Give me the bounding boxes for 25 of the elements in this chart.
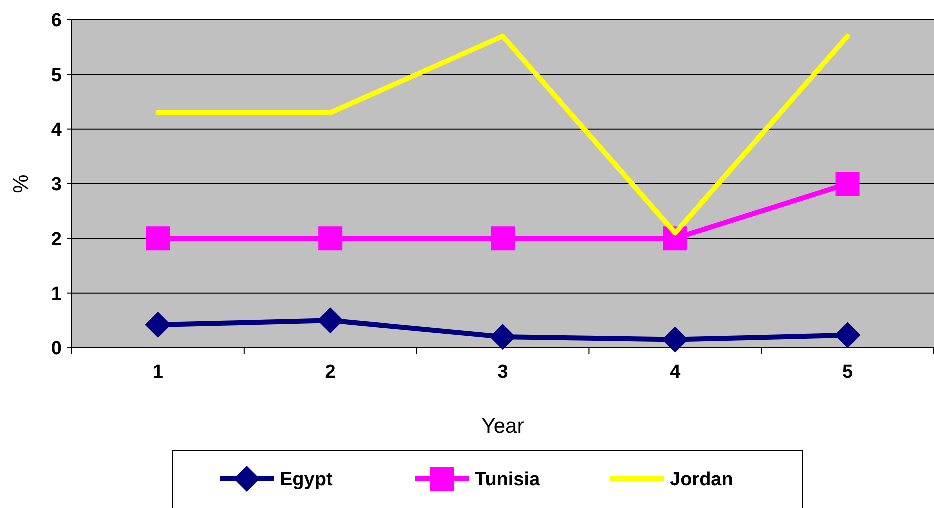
point [836, 172, 860, 196]
legend-label: Egypt [280, 470, 334, 491]
point [146, 226, 170, 251]
y-axis-title: % [10, 174, 33, 194]
y-tick-label: 6 [51, 10, 62, 32]
point [318, 308, 344, 334]
x-tick-label: 5 [842, 362, 854, 383]
point [834, 322, 861, 348]
legend-label: Jordan [670, 470, 734, 491]
y-tick-label: 1 [51, 284, 62, 305]
x-tick-label: 1 [152, 362, 164, 383]
y-tick-label: 3 [51, 174, 62, 196]
x-tick-label: 2 [325, 362, 336, 383]
y-tick-label: 0 [51, 338, 62, 360]
x-tick-label: 4 [670, 362, 682, 383]
legend-label: Tunisia [475, 470, 541, 491]
y-tick-label: 5 [51, 65, 62, 86]
point [318, 226, 343, 251]
x-axis-title: Year [482, 415, 524, 438]
point [490, 324, 516, 350]
y-tick-label: 2 [51, 229, 62, 250]
point [145, 312, 172, 338]
x-tick-label: 3 [498, 362, 508, 383]
y-tick-label: 4 [51, 120, 62, 141]
point [491, 226, 515, 251]
